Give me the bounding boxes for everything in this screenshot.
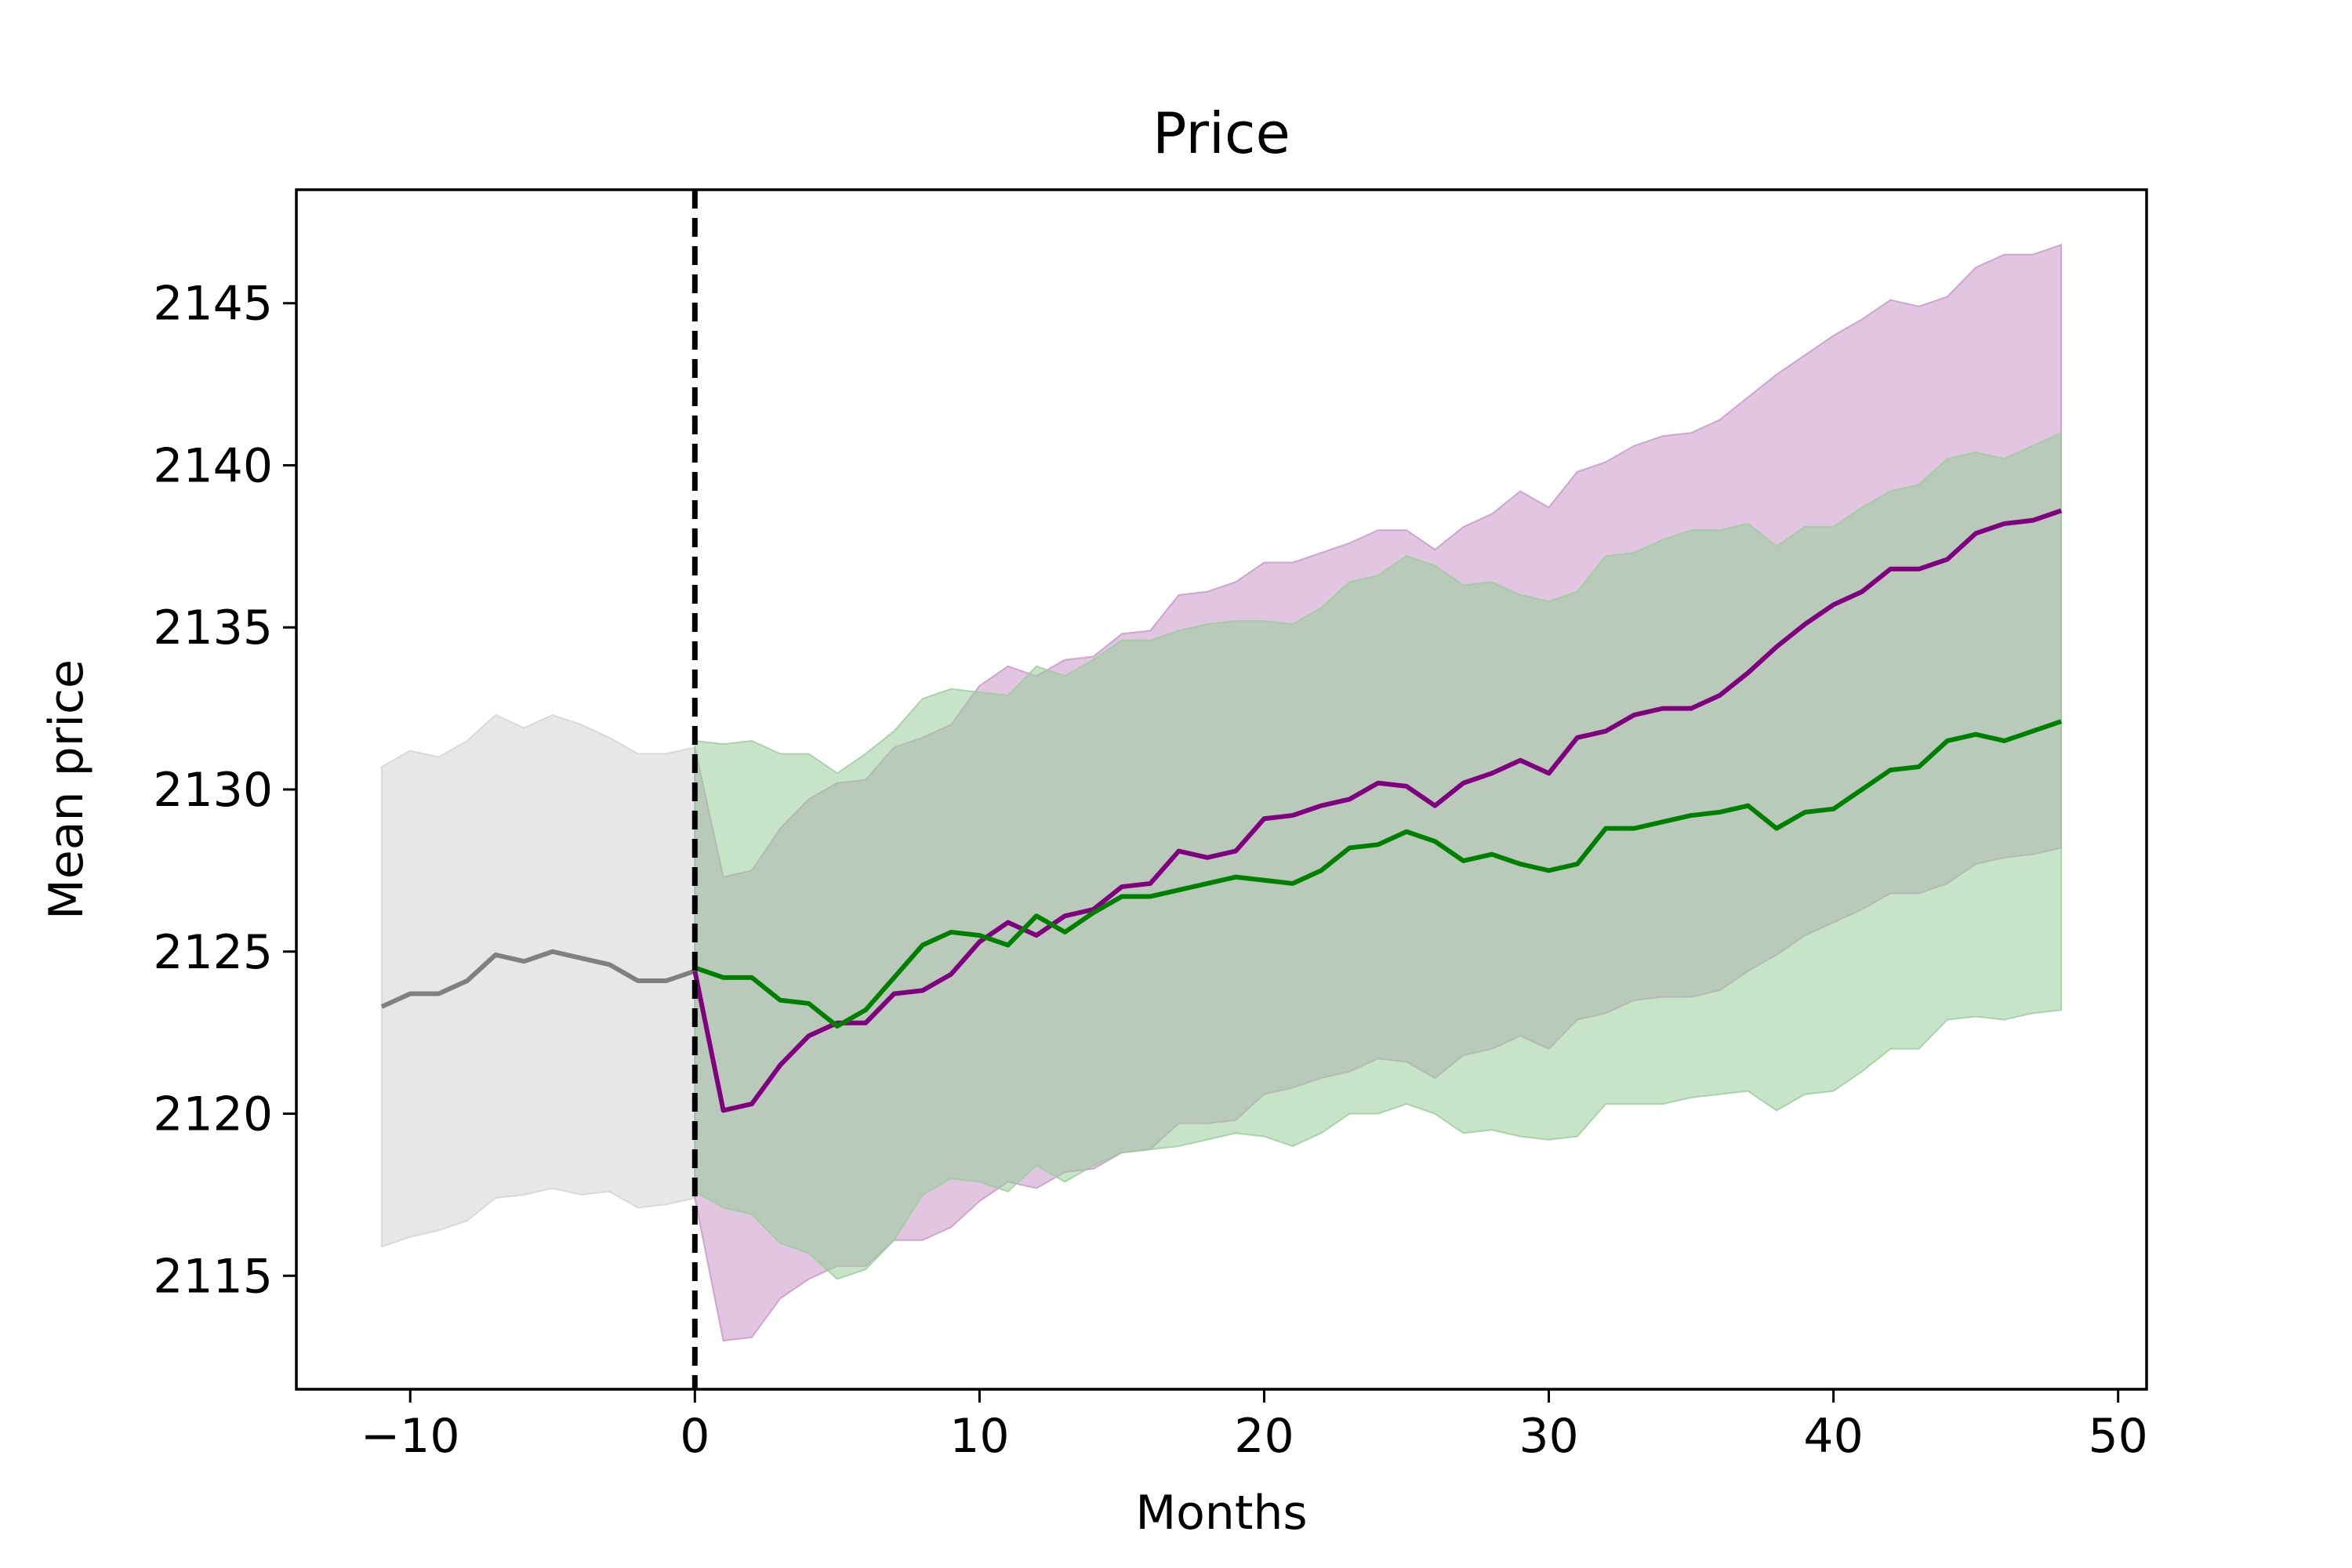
purple-mean-line: [692, 508, 2063, 1113]
y-axis-ticks: 2115 2120 2125 2130 2135 2140 2145: [153, 277, 296, 1304]
chart-title: Price: [1152, 100, 1290, 166]
y-axis-label: Mean price: [39, 659, 94, 920]
x-tick-label: 20: [1234, 1409, 1294, 1464]
x-axis-label: Months: [1135, 1486, 1307, 1541]
x-tick-label: 0: [680, 1409, 710, 1464]
y-tick-label: 2145: [153, 277, 273, 332]
y-tick-label: 2125: [153, 925, 273, 980]
x-tick-label: −10: [361, 1409, 460, 1464]
y-tick-label: 2115: [153, 1249, 273, 1304]
x-tick-label: 50: [2089, 1409, 2148, 1464]
x-axis-ticks: −10 0 10 20 30 40 50: [361, 1389, 2148, 1464]
green-confidence-band: [694, 431, 2063, 1280]
y-tick-label: 2135: [153, 601, 273, 655]
x-tick-label: 10: [949, 1409, 1009, 1464]
y-tick-label: 2120: [153, 1087, 273, 1142]
x-tick-label: 30: [1519, 1409, 1578, 1464]
x-tick-label: 40: [1803, 1409, 1863, 1464]
green-mean-line: [694, 719, 2063, 1029]
y-tick-label: 2130: [153, 763, 273, 818]
series-lines: [380, 508, 2063, 1113]
pre-mean-line: [380, 949, 696, 1009]
confidence-bands: [380, 243, 2063, 1342]
y-tick-label: 2140: [153, 438, 273, 493]
